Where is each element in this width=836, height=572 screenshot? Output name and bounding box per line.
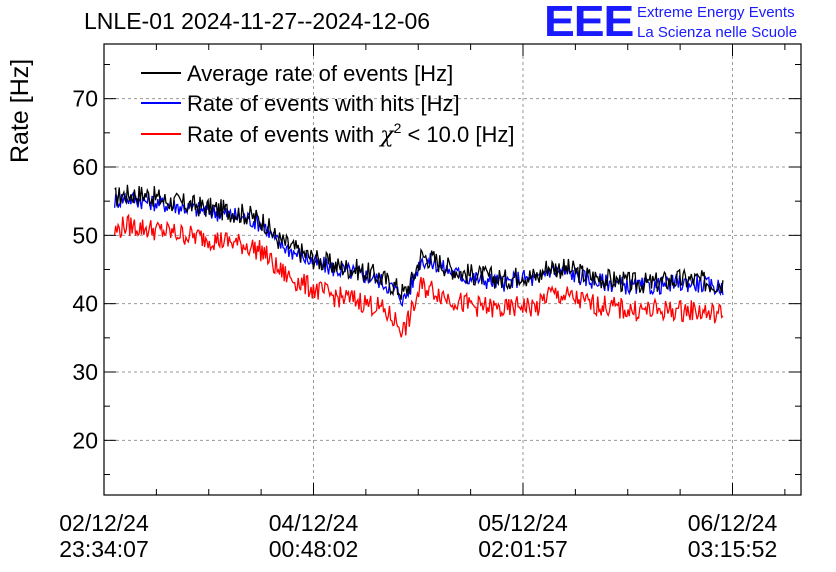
legend-label: Rate of events with hits [Hz] bbox=[187, 91, 460, 116]
x-tick-label-time: 03:15:52 bbox=[688, 536, 778, 562]
x-tick-label-time: 00:48:02 bbox=[269, 536, 359, 562]
x-tick-label-date: 04/12/24 bbox=[269, 510, 359, 536]
chart-title: LNLE-01 2024-11-27--2024-12-06 bbox=[84, 8, 431, 34]
x-tick-label-time: 02:01:57 bbox=[478, 536, 568, 562]
series-line-2 bbox=[113, 213, 724, 338]
y-tick-label: 60 bbox=[72, 154, 98, 180]
legend-label: Rate of events with χ2 < 10.0 [Hz] bbox=[187, 120, 514, 148]
y-axis-label: Rate [Hz] bbox=[6, 59, 34, 163]
y-tick-label: 70 bbox=[72, 86, 98, 112]
series-line-0 bbox=[114, 184, 724, 300]
legend: Average rate of events [Hz] Rate of event… bbox=[141, 61, 514, 148]
eee-logo: EEE bbox=[544, 0, 634, 46]
y-tick-label: 50 bbox=[72, 222, 98, 248]
y-tick-label: 20 bbox=[72, 427, 98, 453]
x-tick-label-time: 23:34:07 bbox=[59, 536, 149, 562]
logo-subtitle-line2: La Scienza nelle Scuole bbox=[637, 24, 798, 41]
x-tick-label-date: 05/12/24 bbox=[478, 510, 568, 536]
series-line-1 bbox=[113, 191, 724, 307]
legend-label: Average rate of events [Hz] bbox=[187, 61, 453, 86]
y-tick-label: 30 bbox=[72, 359, 98, 385]
logo-subtitle-line1: Extreme Energy Events bbox=[637, 4, 795, 21]
x-tick-label-date: 02/12/24 bbox=[59, 510, 149, 536]
y-axis: 20 30 40 50 60 70 bbox=[72, 64, 801, 475]
y-tick-label: 40 bbox=[72, 291, 98, 317]
x-tick-label-date: 06/12/24 bbox=[688, 510, 778, 536]
